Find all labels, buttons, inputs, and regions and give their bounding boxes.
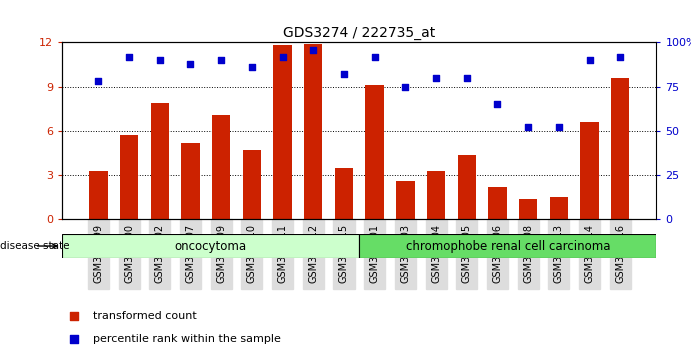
Text: percentile rank within the sample: percentile rank within the sample (93, 334, 281, 344)
Point (69, 313, 80, 319)
Point (277, 54, 288, 59)
Bar (611, 78, 630, 219)
Bar (243, 150, 261, 219)
Bar (396, 181, 415, 219)
Point (247, 64, 258, 70)
Bar (89, 171, 108, 219)
Point (339, 72, 350, 77)
Title: GDS3274 / 222735_at: GDS3274 / 222735_at (283, 26, 435, 40)
Point (93, 79, 104, 84)
Text: oncocytoma: oncocytoma (175, 240, 247, 252)
Point (369, 54, 380, 59)
Bar (457, 155, 476, 219)
Bar (304, 44, 323, 219)
Text: disease state: disease state (0, 241, 70, 251)
Bar (549, 198, 568, 219)
Text: transformed count: transformed count (93, 311, 196, 321)
Bar (519, 199, 538, 219)
Bar (489, 187, 507, 219)
Point (124, 54, 135, 59)
Point (69, 336, 80, 342)
Bar (274, 45, 292, 219)
Bar (120, 135, 138, 219)
Bar (366, 85, 384, 219)
Bar (334, 168, 353, 219)
Point (430, 75, 442, 81)
Point (154, 57, 165, 63)
Point (461, 75, 472, 81)
Point (400, 84, 411, 90)
Bar (212, 115, 230, 219)
Point (553, 125, 565, 130)
Bar (427, 171, 445, 219)
Point (185, 61, 196, 67)
Point (492, 102, 503, 107)
Point (216, 57, 227, 63)
Point (307, 47, 319, 52)
Bar (359, 234, 656, 258)
Bar (62, 234, 359, 258)
Point (522, 125, 533, 130)
Bar (151, 103, 169, 219)
Bar (580, 122, 598, 219)
Text: chromophobe renal cell carcinoma: chromophobe renal cell carcinoma (406, 240, 610, 252)
Point (615, 54, 626, 59)
Bar (181, 143, 200, 219)
Point (584, 57, 595, 63)
